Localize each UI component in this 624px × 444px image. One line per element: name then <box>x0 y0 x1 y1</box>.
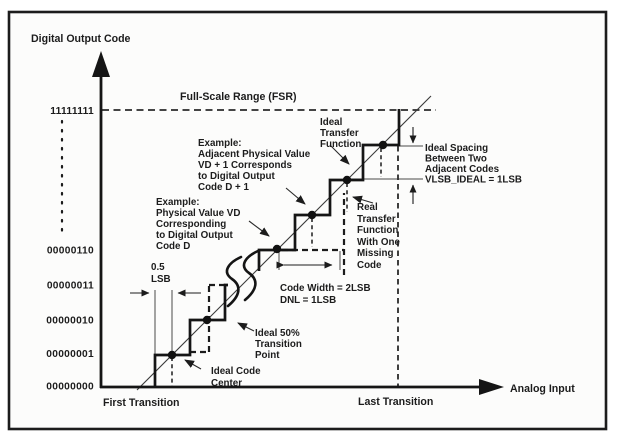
axes <box>92 51 504 395</box>
ideal-50-line-0: Ideal 50% <box>255 328 300 339</box>
real-transfer-line: Function <box>357 225 398 236</box>
ideal-50-line-2: Point <box>255 350 280 361</box>
y-tick-00000011: 00000011 <box>47 281 94 292</box>
example-adjacent-line: to Digital Output <box>198 171 275 182</box>
ideal-transfer-line-1: Transfer <box>320 128 359 139</box>
x-axis-arrow-icon <box>479 379 504 395</box>
y-axis-arrow-icon <box>92 51 110 77</box>
example-physical-line: Corresponding <box>156 219 226 230</box>
half-lsb-line-1: LSB <box>151 274 171 285</box>
example-physical-pointer <box>248 220 270 237</box>
squiggle-left <box>225 255 243 308</box>
ideal-transfer-pointer <box>329 144 350 165</box>
real-transfer-line: With One <box>357 237 400 248</box>
figure-border <box>7 10 608 431</box>
code-center-dot <box>167 350 177 360</box>
example-physical-label: Example: Physical Value VD Corresponding… <box>156 197 240 252</box>
real-transfer-line: Transfer <box>357 214 396 225</box>
half-lsb-label: 0.5 LSB <box>151 262 171 285</box>
code-center-dot <box>378 140 388 150</box>
code-width-line-0: Code Width = 2LSB <box>280 283 371 294</box>
real-transfer-line: Missing <box>357 248 393 259</box>
last-transition-label: Last Transition <box>358 396 433 408</box>
ideal-transfer-line-0: Ideal <box>320 117 343 128</box>
ideal-code-center-line-0: Ideal Code <box>211 366 261 377</box>
y-tick-00000001: 00000001 <box>46 349 94 360</box>
ideal-spacing-line: Adjacent Codes <box>425 164 500 175</box>
code-center-dot <box>342 175 352 185</box>
code-width-line-1: DNL = 1LSB <box>280 295 336 306</box>
example-adjacent-line: VD + 1 Corresponds <box>198 160 292 171</box>
ideal-50-pointer <box>237 322 255 332</box>
example-physical-line: Example: <box>156 197 200 208</box>
example-physical-line: to Digital Output <box>156 230 233 241</box>
y-tick-00000010: 00000010 <box>46 316 94 327</box>
ideal-spacing-label: Ideal Spacing Between Two Adjacent Codes… <box>425 143 522 186</box>
staircase-lower <box>153 283 228 387</box>
ideal-code-center-pointer <box>184 359 202 370</box>
ideal-transfer-label: Ideal Transfer Function <box>320 117 361 150</box>
y-axis-code-labels: 11111111 00000110 00000011 00000010 0000… <box>46 106 94 393</box>
real-transfer-line: Code <box>357 260 382 271</box>
example-adjacent-line: Adjacent Physical Value <box>198 149 311 160</box>
code-center-dot <box>272 244 282 254</box>
code-width-label: Code Width = 2LSB DNL = 1LSB <box>280 283 371 306</box>
example-physical-line: Physical Value VD <box>156 208 240 219</box>
ideal-code-center-label: Ideal Code Center <box>211 366 261 389</box>
code-center-dot <box>307 210 317 220</box>
example-adjacent-pointer <box>285 187 306 205</box>
fsr-label: Full-Scale Range (FSR) <box>180 91 297 103</box>
y-axis-title: Digital Output Code <box>31 33 131 45</box>
axis-break-squiggle <box>225 249 260 308</box>
annotation-arrows <box>184 144 374 370</box>
code-center-dot <box>202 315 212 325</box>
ideal-code-center-line-1: Center <box>211 378 242 389</box>
example-adjacent-label: Example: Adjacent Physical Value VD + 1 … <box>198 138 311 193</box>
real-transfer-label: Real Transfer Function With One Missing … <box>357 202 400 271</box>
ideal-spacing-line: VLSB_IDEAL = 1LSB <box>425 175 522 186</box>
example-physical-line: Code D <box>156 241 190 252</box>
code-center-droplines <box>171 148 382 388</box>
measurement-arrows <box>130 127 417 297</box>
ideal-spacing-line: Between Two <box>425 154 487 165</box>
real-transfer-pointer <box>352 195 374 204</box>
half-lsb-line-0: 0.5 <box>151 262 165 273</box>
ideal-code-center-dots <box>167 140 388 360</box>
y-tick-00000000: 00000000 <box>46 382 94 393</box>
y-tick-11111111: 11111111 <box>50 106 94 117</box>
first-transition-label: First Transition <box>103 397 180 409</box>
real-transfer-line: Real <box>357 202 378 213</box>
squiggle-right <box>242 249 260 302</box>
ideal-transfer-line-2: Function <box>320 139 361 150</box>
y-tick-00000110: 00000110 <box>47 246 94 257</box>
example-adjacent-line: Code D + 1 <box>198 182 249 193</box>
ideal-50-label: Ideal 50% Transition Point <box>255 328 302 361</box>
example-adjacent-line: Example: <box>198 138 242 149</box>
x-axis-label: Analog Input <box>510 383 575 395</box>
ideal-spacing-line: Ideal Spacing <box>425 143 488 154</box>
ideal-50-line-1: Transition <box>255 339 302 350</box>
